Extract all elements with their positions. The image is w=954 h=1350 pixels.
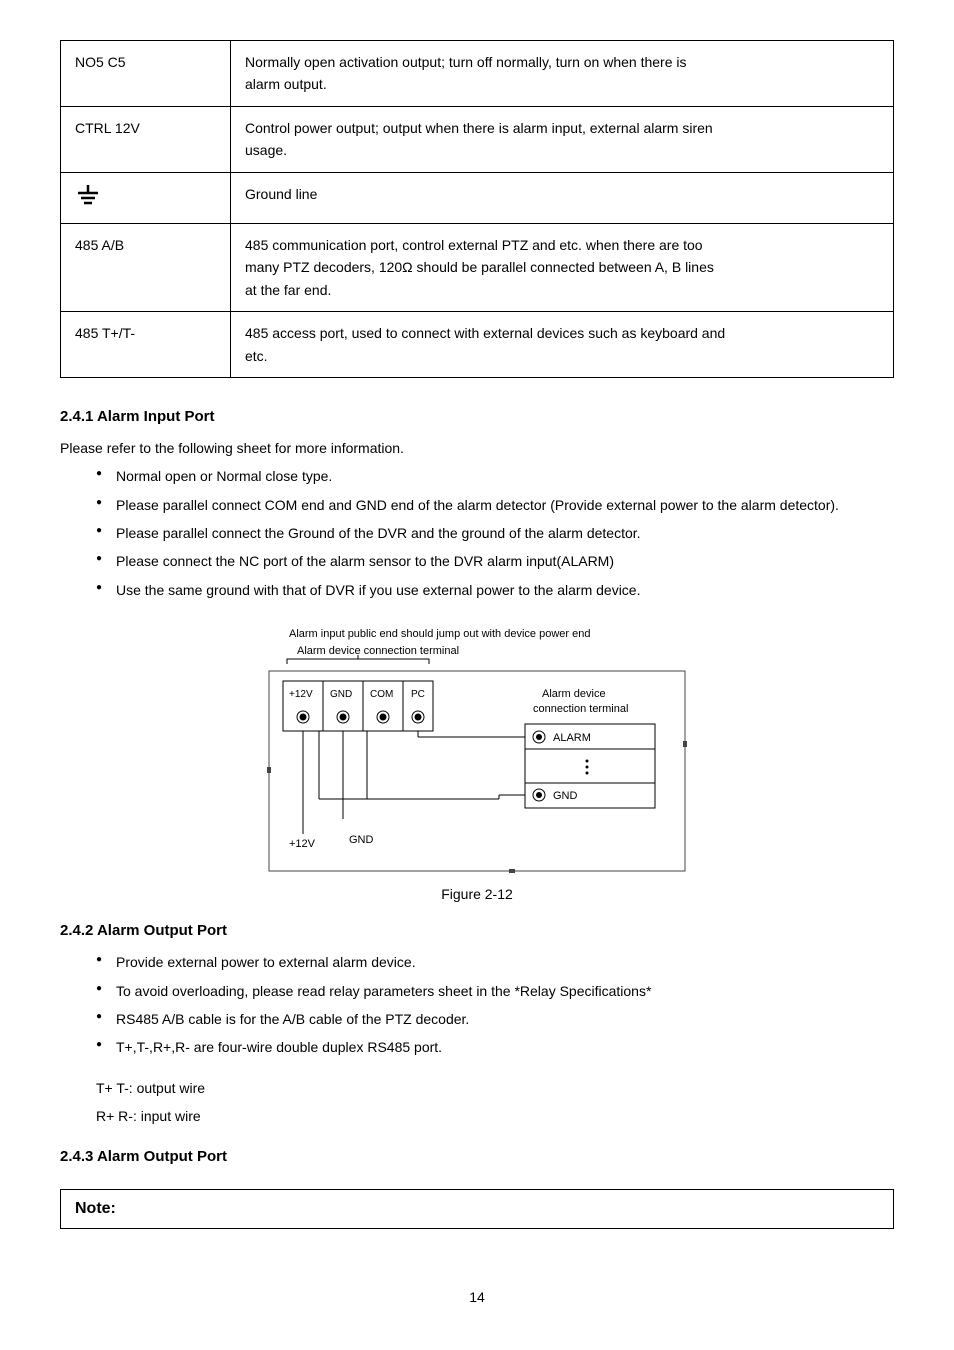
diagram-top-note1: Alarm input public end should jump out w… xyxy=(289,628,590,640)
section-intro: Please refer to the following sheet for … xyxy=(60,437,894,459)
row-label: 485 T+/T- xyxy=(61,312,231,378)
row-label: CTRL 12V xyxy=(61,106,231,172)
signal-table: NO5 C5 Normally open activation output; … xyxy=(60,40,894,378)
svg-text:GND: GND xyxy=(349,834,374,846)
diagram-caption: Figure 2-12 xyxy=(60,886,894,902)
svg-text:ALARM: ALARM xyxy=(553,732,591,744)
list-item: Provide external power to external alarm… xyxy=(96,951,894,973)
row-desc: Normally open activation output; turn of… xyxy=(231,41,894,107)
list-item: Normal open or Normal close type. xyxy=(96,465,894,487)
table-row: 485 T+/T- 485 access port, used to conne… xyxy=(61,312,894,378)
svg-text:GND: GND xyxy=(330,689,352,700)
ground-icon xyxy=(75,183,101,213)
wire-line1: T+ T-: output wire xyxy=(60,1077,894,1099)
table-row: NO5 C5 Normally open activation output; … xyxy=(61,41,894,107)
table-row: CTRL 12V Control power output; output wh… xyxy=(61,106,894,172)
list-item: T+,T-,R+,R- are four-wire double duplex … xyxy=(96,1036,894,1058)
row-desc: 485 access port, used to connect with ex… xyxy=(231,312,894,378)
note-label: Note: xyxy=(75,1200,116,1217)
list-item: Please parallel connect the Ground of th… xyxy=(96,522,894,544)
note-box: Note: xyxy=(60,1189,894,1229)
list-item: RS485 A/B cable is for the A/B cable of … xyxy=(96,1008,894,1030)
svg-text:+12V: +12V xyxy=(289,689,313,700)
section-heading-alarm-output: 2.4.2 Alarm Output Port xyxy=(60,922,894,939)
table-row: Ground line xyxy=(61,172,894,223)
svg-text:+12V: +12V xyxy=(289,838,316,850)
svg-text:Alarm device: Alarm device xyxy=(542,688,606,700)
row-label: 485 A/B xyxy=(61,223,231,311)
svg-text:COM: COM xyxy=(370,689,393,700)
list-item: To avoid overloading, please read relay … xyxy=(96,980,894,1002)
row-desc: Ground line xyxy=(231,172,894,223)
svg-text:PC: PC xyxy=(411,689,425,700)
row-label: NO5 C5 xyxy=(61,41,231,107)
section-heading-alarm-output2: 2.4.3 Alarm Output Port xyxy=(60,1148,894,1165)
row-label-ground xyxy=(61,172,231,223)
alarm-output-bullets: Provide external power to external alarm… xyxy=(60,951,894,1059)
alarm-input-bullets: Normal open or Normal close type. Please… xyxy=(60,465,894,601)
diagram-top-note2: Alarm device connection terminal xyxy=(297,645,459,657)
list-item: Please connect the NC port of the alarm … xyxy=(96,550,894,572)
alarm-input-diagram: Alarm input public end should jump out w… xyxy=(60,619,894,902)
row-desc: Control power output; output when there … xyxy=(231,106,894,172)
page-number: 14 xyxy=(60,1289,894,1305)
row-desc: 485 communication port, control external… xyxy=(231,223,894,311)
list-item: Please parallel connect COM end and GND … xyxy=(96,494,894,516)
svg-text:GND: GND xyxy=(553,790,578,802)
svg-text:connection terminal: connection terminal xyxy=(533,703,628,715)
wire-line2: R+ R-: input wire xyxy=(60,1105,894,1127)
list-item: Use the same ground with that of DVR if … xyxy=(96,579,894,601)
section-heading-alarm-input: 2.4.1 Alarm Input Port xyxy=(60,408,894,425)
table-row: 485 A/B 485 communication port, control … xyxy=(61,223,894,311)
